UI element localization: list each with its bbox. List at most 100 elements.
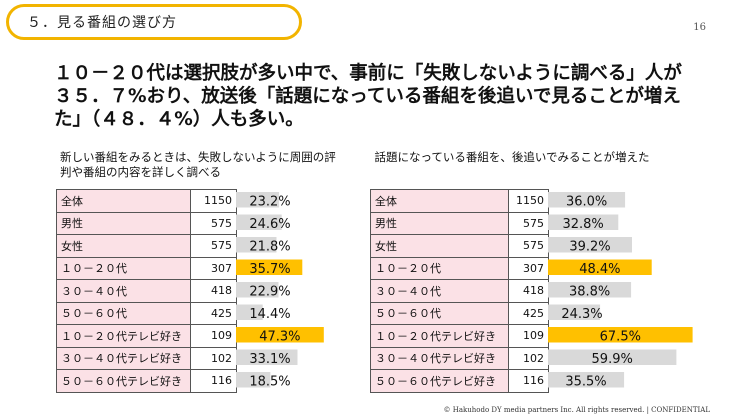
bar [236,349,298,365]
chart-right-table: 全体 1150 男性 575 女性 575 １０－２０代 307 ３０－４０代 418 ５０－６０代… [370,189,549,393]
table-row: １０－２０代テレビ好き 109 [56,324,237,348]
sample-size: 109 [508,324,549,348]
bar [548,349,677,365]
data-label: 35.7% [249,262,290,277]
category-label: 男性 [370,211,509,235]
category-label: ５０－６０代 [56,301,191,325]
bar [548,237,632,253]
sample-size: 418 [190,279,237,303]
table-row: ５０－６０代テレビ好き 116 [370,369,549,393]
data-label: 22.9% [249,284,290,299]
category-label: １０－２０代テレビ好き [370,324,509,348]
table-row: ５０－６０代 425 [56,301,237,325]
bar [236,304,263,320]
bar [548,372,625,388]
table-row: １０－２０代 307 [370,256,549,280]
table-row: ５０－６０代 425 [370,301,549,325]
bar [236,214,282,230]
category-label: ３０－４０代テレビ好き [56,346,191,370]
sample-size: 116 [508,369,549,393]
category-label: 女性 [56,234,191,258]
table-row: 全体 1150 [56,189,237,213]
sample-size: 575 [508,211,549,235]
category-label: １０－２０代 [56,256,191,280]
bar [548,192,626,208]
chart-left-title: 新しい番組をみるときは、失敗しないように周囲の評判や番組の内容を詳しく調べる [60,150,336,179]
table-row: 女性 575 [370,234,549,258]
bar [236,372,271,388]
chart-right-bars: 36.0% 32.8% 39.2% 48.4% 38.8% 24.3% 67.5% 59.9%… [548,192,693,389]
table-row: ３０－４０代 418 [56,279,237,303]
sample-size: 1150 [190,189,237,213]
sample-size: 425 [190,301,237,325]
category-label: １０－２０代テレビ好き [56,324,191,348]
sample-size: 116 [190,369,237,393]
table-row: 男性 575 [370,211,549,235]
data-label: 38.8% [569,284,610,299]
sample-size: 425 [508,301,549,325]
bar [236,192,280,208]
sample-size: 575 [508,234,549,258]
table-row: ３０－４０代テレビ好き 102 [370,346,549,370]
bar [548,214,619,230]
table-row: 女性 575 [56,234,237,258]
table-row: ５０－６０代テレビ好き 116 [56,369,237,393]
data-label: 14.4% [249,307,290,322]
bar [236,327,324,343]
chart-right-title: 話題になっている番組を、後追いでみることが増えた [374,150,650,164]
data-label: 36.0% [566,194,607,209]
category-label: 女性 [370,234,509,258]
data-label: 33.1% [249,352,290,367]
data-label: 24.6% [249,217,290,232]
bar [548,304,601,320]
category-label: ５０－６０代テレビ好き [56,369,191,393]
data-label: 24.3% [561,307,602,322]
sample-size: 102 [190,346,237,370]
bar [548,282,632,298]
section-title-pill: ５．見る番組の選び方 [6,4,302,40]
headline: １０－２０代は選択肢が多い中で、事前に「失敗しないように調べる」人が３５．７%お… [54,63,682,130]
category-label: 男性 [56,211,191,235]
bar [236,259,303,275]
category-label: ５０－６０代 [370,301,509,325]
data-label: 21.8% [249,239,290,254]
data-label: 47.3% [259,329,300,344]
sample-size: 102 [508,346,549,370]
page-number: 16 [693,22,706,33]
table-row: ３０－４０代 418 [370,279,549,303]
table-row: 男性 575 [56,211,237,235]
table-row: １０－２０代 307 [56,256,237,280]
chart-left-table: 全体 1150 男性 575 女性 575 １０－２０代 307 ３０－４０代 418 ５０－６０代… [56,189,237,393]
data-label: 18.5% [249,374,290,389]
sample-size: 307 [190,256,237,280]
chart-left-bars: 23.2% 24.6% 21.8% 35.7% 22.9% 14.4% 47.3% 33.1%… [236,192,324,389]
section-title: ５．見る番組の選び方 [27,15,177,31]
sample-size: 575 [190,234,237,258]
data-label: 35.5% [565,374,606,389]
data-label: 39.2% [569,239,610,254]
category-label: ３０－４０代 [370,279,509,303]
data-label: 48.4% [579,262,620,277]
category-label: ３０－４０代 [56,279,191,303]
data-label: 32.8% [562,217,603,232]
sample-size: 418 [508,279,549,303]
category-label: 全体 [56,189,191,213]
category-label: ５０－６０代テレビ好き [370,369,509,393]
bar [548,259,652,275]
table-row: 全体 1150 [370,189,549,213]
bar [236,237,277,253]
sample-size: 575 [190,211,237,235]
category-label: ３０－４０代テレビ好き [370,346,509,370]
data-label: 59.9% [592,352,633,367]
copyright-footer: © Hakuhodo DY media partners Inc. All ri… [443,406,711,414]
table-row: １０－２０代テレビ好き 109 [370,324,549,348]
table-row: ３０－４０代テレビ好き 102 [56,346,237,370]
category-label: 全体 [370,189,509,213]
data-label: 23.2% [249,194,290,209]
sample-size: 307 [508,256,549,280]
category-label: １０－２０代 [370,256,509,280]
sample-size: 109 [190,324,237,348]
data-label: 67.5% [600,329,641,344]
sample-size: 1150 [508,189,549,213]
bar [236,282,279,298]
